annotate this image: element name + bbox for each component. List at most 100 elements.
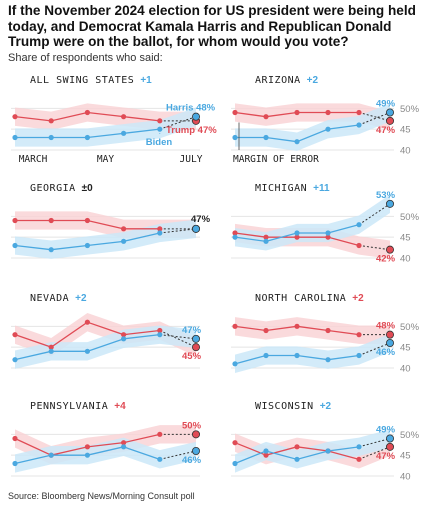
harris-point	[191, 224, 200, 233]
source-note: Source: Bloomberg News/Morning Consult p…	[8, 491, 195, 501]
trump-point	[157, 327, 163, 334]
panel-georgia: GEORGIA ±0 47%	[11, 183, 211, 259]
trump-dashed-segment	[358, 446, 391, 460]
harris-point	[191, 334, 200, 343]
trump-point	[325, 109, 331, 116]
trump-point	[294, 234, 300, 240]
trump-point	[84, 217, 90, 224]
harris-point	[48, 452, 54, 458]
trump-dashed-segment	[358, 112, 391, 122]
trump-point	[232, 323, 238, 329]
trump-value-label: 47%	[376, 125, 396, 136]
trump-point	[294, 109, 300, 116]
y-tick-label: 50%	[400, 104, 420, 115]
trump-point	[84, 319, 90, 325]
panel-change-label: +1	[140, 75, 152, 86]
panel-change-label: +2	[307, 75, 319, 86]
trump-value-label: 50%	[182, 420, 202, 431]
trump-point	[294, 323, 300, 329]
panel-nevada: NEVADA +2 47% 45%	[11, 293, 202, 369]
harris-point	[157, 230, 163, 236]
panel-change-label: +4	[114, 401, 126, 412]
harris-point	[121, 238, 127, 244]
harris-point	[294, 139, 300, 145]
y-tick-label: 45	[400, 125, 411, 136]
harris-point	[232, 460, 238, 467]
harris-point	[385, 108, 394, 117]
harris-point	[121, 444, 127, 450]
trump-value-label: 48%	[376, 321, 396, 332]
harris-point	[157, 332, 163, 338]
trump-point	[263, 234, 269, 240]
trump-value-label: 45%	[182, 351, 202, 362]
harris-point	[157, 456, 163, 462]
harris-value-label: 53%	[376, 190, 396, 201]
trump-point	[48, 118, 54, 124]
trump-point	[121, 332, 127, 338]
harris-point	[48, 247, 54, 253]
harris-value-label: 47%	[182, 325, 202, 336]
trump-point	[356, 109, 362, 116]
panel-change-label: +2	[352, 293, 364, 304]
harris-point	[356, 444, 362, 450]
trump-point	[84, 444, 90, 450]
harris-point	[232, 134, 238, 141]
panel-north-carolina: 40 45 50% NORTH CAROLINA +2 46% 48%	[231, 293, 420, 375]
trump-point	[12, 114, 18, 120]
harris-point	[121, 130, 127, 136]
harris-point	[263, 238, 269, 244]
harris-value-label: Harris 48%	[166, 103, 216, 114]
trump-point	[385, 245, 394, 254]
harris-point	[294, 456, 300, 462]
harris-point	[294, 352, 300, 359]
panel-title: ARIZONA	[255, 75, 301, 86]
harris-point	[232, 361, 238, 367]
trump-point	[232, 440, 238, 446]
harris-point	[263, 352, 269, 359]
harris-point	[294, 230, 300, 236]
trump-point	[356, 242, 362, 249]
y-tick-label: 45	[400, 343, 411, 354]
trump-point	[12, 435, 18, 442]
harris-point	[121, 336, 127, 342]
harris-point	[48, 134, 54, 141]
trump-point	[157, 431, 163, 437]
panel-change-label: ±0	[82, 183, 93, 194]
harris-point	[356, 222, 362, 228]
trump-point	[232, 230, 238, 236]
harris-point	[263, 134, 269, 141]
margin-of-error-label: MARGIN OF ERROR	[233, 154, 319, 165]
y-tick-label: 50%	[400, 212, 420, 223]
harris-point	[385, 434, 394, 443]
harris-point	[232, 234, 238, 240]
y-tick-label: 40	[400, 146, 411, 157]
harris-dashed-segment	[358, 342, 391, 356]
harris-point	[356, 122, 362, 128]
panel-change-label: +2	[320, 401, 332, 412]
trump-point	[191, 430, 200, 439]
harris-point	[157, 126, 163, 132]
harris-point	[12, 242, 18, 249]
harris-point	[325, 448, 331, 454]
panel-arizona: 40 45 50% ARIZONA +2 49% 47% MARGIN OF ERROR	[231, 75, 420, 165]
harris-point	[325, 357, 331, 363]
harris-value-label: 46%	[182, 455, 202, 466]
trump-value-label: Trump 47%	[166, 125, 217, 136]
trump-margin-band	[235, 103, 390, 130]
harris-point	[385, 199, 394, 208]
trump-point	[356, 332, 362, 338]
harris-margin-band	[235, 429, 390, 473]
harris-margin-band	[235, 333, 390, 373]
month-label: MARCH	[19, 154, 48, 165]
month-label: JULY	[180, 154, 203, 165]
harris-point	[12, 134, 18, 141]
y-tick-label: 40	[400, 364, 411, 375]
trump-point	[294, 444, 300, 450]
trump-margin-band	[235, 317, 390, 344]
trump-value-label: 42%	[376, 254, 396, 265]
trump-point	[157, 226, 163, 232]
y-tick-label: 45	[400, 451, 411, 462]
y-tick-label: 50%	[400, 430, 420, 441]
trump-point	[325, 327, 331, 334]
